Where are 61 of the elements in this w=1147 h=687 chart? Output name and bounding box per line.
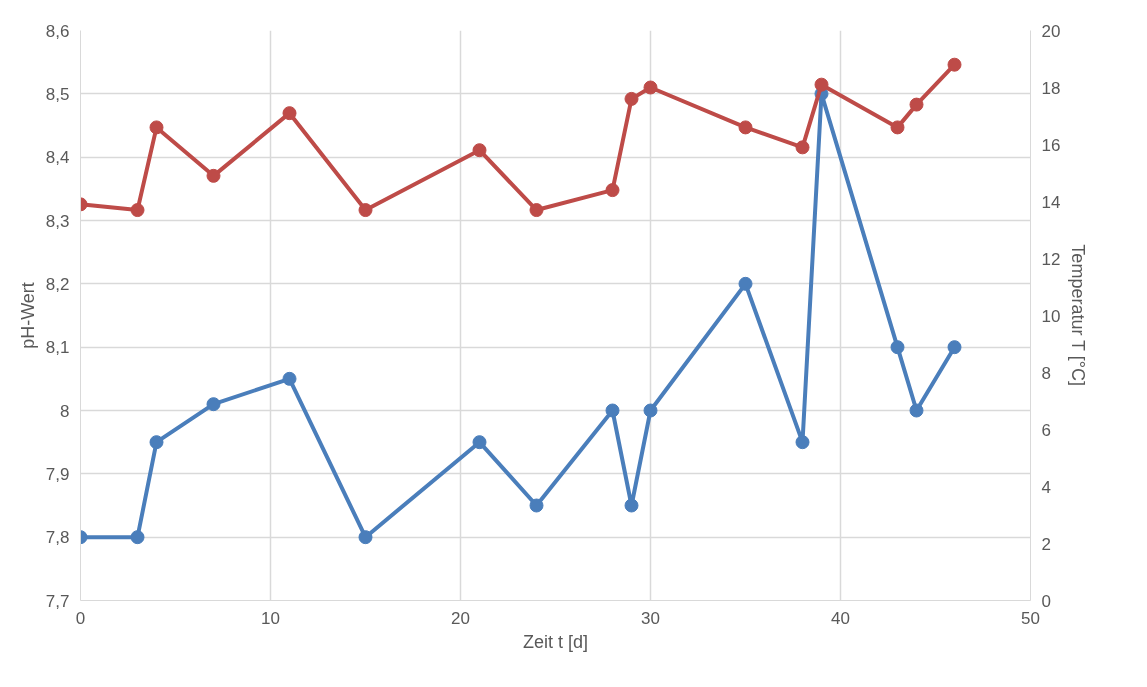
point <box>795 435 810 450</box>
point <box>890 120 905 135</box>
point <box>149 435 164 450</box>
point <box>947 57 962 72</box>
point <box>605 183 620 198</box>
y2-tick-label: 8 <box>1041 363 1051 383</box>
point <box>947 340 962 355</box>
point <box>130 203 145 218</box>
y2-tick-label: 12 <box>1041 249 1061 269</box>
x-axis-title: Zeit t [d] <box>522 631 589 652</box>
point <box>738 120 753 135</box>
point <box>643 80 658 95</box>
point <box>909 403 924 418</box>
point <box>738 276 753 291</box>
point <box>605 403 620 418</box>
point <box>149 120 164 135</box>
point <box>358 530 373 545</box>
y2-tick-label: 14 <box>1041 192 1061 212</box>
point <box>624 91 639 106</box>
y-tick-label: 7,8 <box>45 528 70 548</box>
y-tick-label: 8,3 <box>45 211 70 231</box>
y-tick-label: 8,4 <box>45 148 70 168</box>
point <box>909 97 924 112</box>
y-tick-label: 8,2 <box>45 274 70 294</box>
y-tick-label: 7,9 <box>45 464 70 484</box>
y2-axis-title: Temperatur T [°C] <box>1068 244 1089 386</box>
y-tick-label: 7,7 <box>45 591 70 611</box>
point <box>472 435 487 450</box>
x-tick-label: 50 <box>1021 608 1040 628</box>
point <box>529 203 544 218</box>
point <box>472 143 487 158</box>
point <box>130 530 145 545</box>
y2-tick-label: 6 <box>1041 420 1051 440</box>
y-tick-label: 8,1 <box>45 338 70 358</box>
point <box>529 498 544 513</box>
y2-tick-label: 20 <box>1041 21 1061 41</box>
point <box>890 340 905 355</box>
y-tick-label: 8,6 <box>45 21 70 41</box>
x-tick-label: 30 <box>641 608 660 628</box>
x-tick-label: 40 <box>831 608 850 628</box>
y2-tick-label: 2 <box>1041 534 1051 554</box>
y2-tick-label: 4 <box>1041 477 1051 497</box>
y-tick-label: 8,5 <box>45 84 70 104</box>
point <box>206 168 221 183</box>
y2-tick-label: 18 <box>1041 78 1061 98</box>
y2-tick-label: 0 <box>1041 591 1051 611</box>
y-tick-label: 8 <box>60 401 70 421</box>
point <box>643 403 658 418</box>
x-tick-label: 10 <box>261 608 280 628</box>
y-axis-title: pH-Wert <box>17 282 38 349</box>
y2-tick-label: 16 <box>1041 135 1061 155</box>
point <box>795 140 810 155</box>
point <box>358 203 373 218</box>
x-tick-label: 20 <box>451 608 470 628</box>
point <box>206 397 221 412</box>
x-tick-label: 0 <box>75 608 86 628</box>
point <box>624 498 639 513</box>
point <box>814 77 829 92</box>
point <box>282 106 297 121</box>
y2-tick-label: 10 <box>1041 306 1061 326</box>
point <box>282 371 297 386</box>
